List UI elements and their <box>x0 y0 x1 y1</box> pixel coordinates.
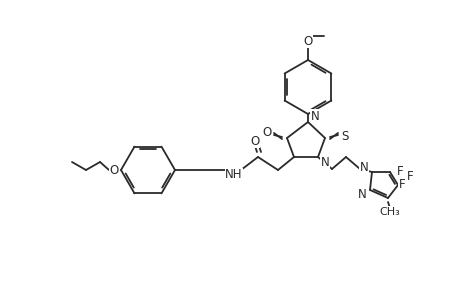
Text: O: O <box>303 34 312 47</box>
Text: NH: NH <box>225 169 242 182</box>
Text: F: F <box>396 164 403 178</box>
Text: O: O <box>250 134 259 148</box>
Text: O: O <box>109 164 118 176</box>
Text: CH₃: CH₃ <box>379 207 399 217</box>
Text: N: N <box>310 110 319 122</box>
Text: F: F <box>398 178 404 190</box>
Text: F: F <box>406 170 413 184</box>
Text: O: O <box>262 125 271 139</box>
Text: S: S <box>341 130 348 142</box>
Text: N: N <box>357 188 365 202</box>
Text: N: N <box>320 155 329 169</box>
Text: N: N <box>359 160 368 173</box>
